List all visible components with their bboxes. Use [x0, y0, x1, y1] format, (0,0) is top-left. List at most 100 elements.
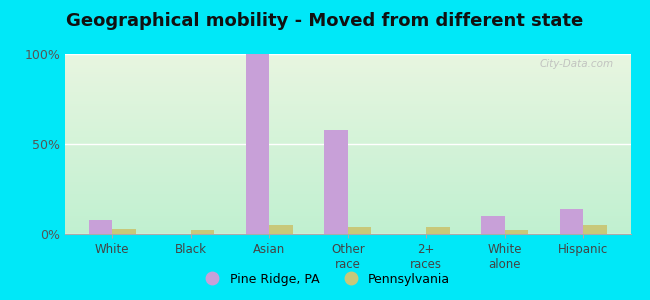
Bar: [65, 144, 630, 146]
Bar: [65, 211, 630, 212]
Bar: [65, 99, 630, 101]
Bar: [65, 128, 630, 130]
Bar: [65, 131, 630, 133]
Bar: [65, 196, 630, 198]
Bar: [65, 146, 630, 148]
Bar: [65, 61, 630, 63]
Bar: [65, 205, 630, 207]
Bar: [65, 97, 630, 99]
Bar: [65, 216, 630, 218]
Bar: [65, 95, 630, 97]
Bar: [65, 108, 630, 110]
Bar: [560, 209, 584, 234]
Bar: [269, 225, 292, 234]
Bar: [65, 65, 630, 67]
Bar: [65, 227, 630, 229]
Legend: Pine Ridge, PA, Pennsylvania: Pine Ridge, PA, Pennsylvania: [195, 268, 455, 291]
Bar: [65, 220, 630, 221]
Bar: [65, 135, 630, 137]
Bar: [65, 158, 630, 160]
Bar: [65, 173, 630, 175]
Bar: [65, 92, 630, 94]
Bar: [65, 148, 630, 149]
Bar: [65, 194, 630, 196]
Bar: [65, 83, 630, 85]
Bar: [65, 153, 630, 155]
Bar: [65, 130, 630, 131]
Bar: [65, 113, 630, 115]
Bar: [65, 200, 630, 202]
Bar: [65, 58, 630, 59]
Bar: [65, 182, 630, 184]
Bar: [481, 216, 505, 234]
Bar: [190, 230, 214, 234]
Bar: [65, 198, 630, 200]
Bar: [88, 220, 112, 234]
Bar: [65, 139, 630, 140]
Bar: [65, 67, 630, 68]
Bar: [65, 90, 630, 92]
Bar: [65, 178, 630, 180]
Text: City-Data.com: City-Data.com: [540, 59, 614, 69]
Bar: [65, 221, 630, 223]
Bar: [65, 112, 630, 113]
Bar: [65, 94, 630, 95]
Bar: [65, 124, 630, 126]
Bar: [65, 175, 630, 176]
Bar: [65, 171, 630, 173]
Bar: [65, 202, 630, 203]
Bar: [65, 79, 630, 81]
Bar: [65, 229, 630, 230]
Bar: [65, 225, 630, 227]
Bar: [65, 151, 630, 153]
Bar: [65, 218, 630, 220]
Bar: [65, 209, 630, 211]
Bar: [65, 176, 630, 178]
Bar: [65, 180, 630, 182]
Bar: [65, 103, 630, 104]
Bar: [65, 185, 630, 187]
Bar: [65, 88, 630, 90]
Bar: [65, 203, 630, 205]
Bar: [65, 104, 630, 106]
Bar: [65, 193, 630, 194]
Bar: [65, 214, 630, 216]
Bar: [65, 149, 630, 151]
Bar: [426, 227, 450, 234]
Bar: [65, 117, 630, 119]
Bar: [65, 106, 630, 108]
Bar: [65, 187, 630, 189]
Bar: [65, 101, 630, 103]
Bar: [65, 162, 630, 164]
Bar: [65, 232, 630, 234]
Bar: [65, 70, 630, 72]
Bar: [505, 230, 528, 234]
Bar: [65, 157, 630, 158]
Bar: [65, 121, 630, 122]
Bar: [65, 122, 630, 124]
Bar: [112, 229, 136, 234]
Bar: [65, 86, 630, 88]
Bar: [65, 137, 630, 139]
Bar: [65, 166, 630, 167]
Bar: [584, 225, 607, 234]
Bar: [65, 76, 630, 77]
Bar: [65, 72, 630, 74]
Bar: [246, 54, 269, 234]
Text: Geographical mobility - Moved from different state: Geographical mobility - Moved from diffe…: [66, 12, 584, 30]
Bar: [65, 119, 630, 121]
Bar: [65, 54, 630, 56]
Bar: [65, 140, 630, 142]
Bar: [65, 212, 630, 214]
Bar: [65, 230, 630, 232]
Bar: [65, 155, 630, 157]
Bar: [65, 110, 630, 112]
Bar: [65, 56, 630, 58]
Bar: [65, 142, 630, 144]
Bar: [65, 164, 630, 166]
Bar: [65, 126, 630, 128]
Bar: [65, 81, 630, 83]
Bar: [65, 77, 630, 79]
Bar: [65, 68, 630, 70]
Bar: [65, 184, 630, 185]
